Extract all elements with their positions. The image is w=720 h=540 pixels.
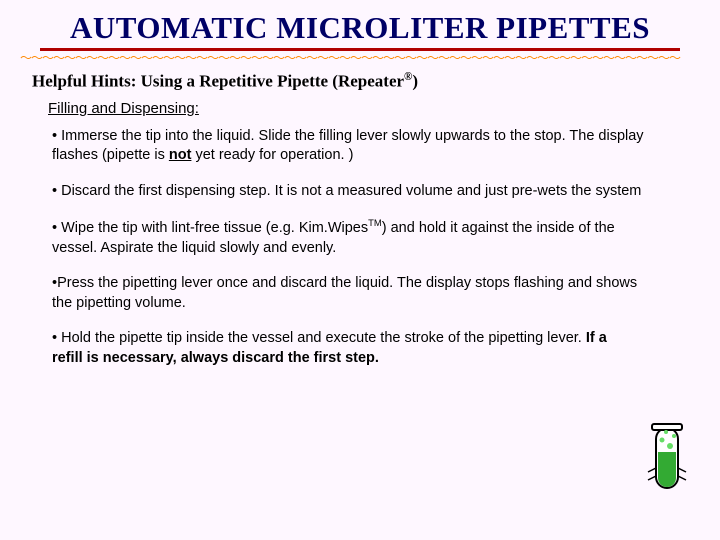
bullet-2: • Discard the first dispensing step. It … <box>52 182 660 202</box>
subtitle: Helpful Hints: Using a Repetitive Pipett… <box>32 71 720 92</box>
bullet-1-post: yet ready for operation. ) <box>191 147 353 163</box>
wave-decoration: 〜〜〜〜〜〜〜〜〜〜〜〜〜〜〜〜〜〜〜〜〜〜〜〜〜〜〜〜〜〜〜〜〜〜〜〜〜〜〜〜… <box>20 53 700 63</box>
title-underline <box>40 48 680 51</box>
bullet-3-pre: • Wipe the tip with lint-free tissue (e.… <box>52 220 368 236</box>
bullet-5-pre: • Hold the pipette tip inside the vessel… <box>52 330 586 346</box>
subtitle-post: ) <box>412 72 418 91</box>
slide-title: AUTOMATIC MICROLITER PIPETTES <box>0 0 720 48</box>
bullet-3: • Wipe the tip with lint-free tissue (e.… <box>52 217 660 258</box>
bullet-2-text: • Discard the first dispensing step. It … <box>52 183 641 199</box>
bullet-1: • Immerse the tip into the liquid. Slide… <box>52 127 660 166</box>
bullet-4: •Press the pipetting lever once and disc… <box>52 274 660 313</box>
bullet-4-text: •Press the pipetting lever once and disc… <box>52 275 637 311</box>
section-heading: Filling and Dispensing: <box>48 100 720 117</box>
bullet-3-tm: TM <box>368 217 382 228</box>
bullet-1-emph: not <box>169 147 192 163</box>
bullet-5: • Hold the pipette tip inside the vessel… <box>52 329 610 368</box>
test-tube-icon <box>642 422 692 502</box>
subtitle-pre: Helpful Hints: Using a Repetitive Pipett… <box>32 72 404 91</box>
